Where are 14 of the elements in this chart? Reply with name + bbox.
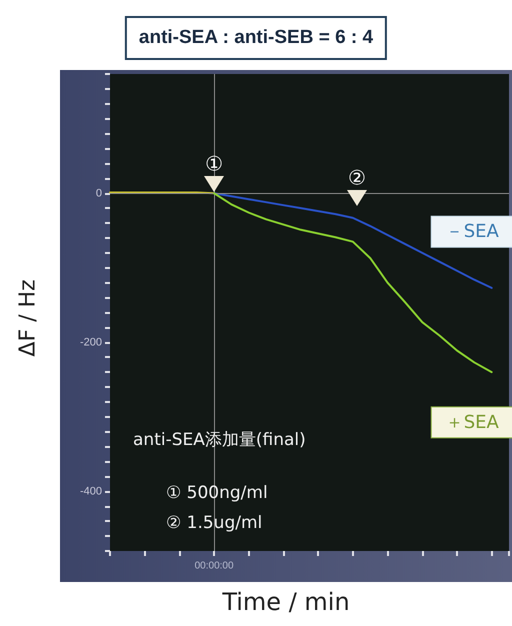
annotation: ① [205,151,224,176]
y-tick-label: -400 [80,485,102,498]
y-tick-label: 0 [96,187,102,200]
y-axis-title: ΔF / Hz [16,279,40,357]
series-label: －SEA [446,221,500,242]
annotation: anti-SEA添加量(final) [133,430,306,450]
x-axis-title: Time / min [221,588,351,616]
y-tick-label: -200 [80,336,102,348]
annotation: ① 500ng/ml [166,483,268,503]
annotation: ② 1.5ug/ml [166,513,262,533]
x-tick-label: 00:00:00 [194,560,234,572]
annotation: ② [348,165,366,190]
text: ＋SEA [446,412,500,433]
chart-title: anti-SEA : anti-SEB = 6 : 4 [124,16,388,60]
